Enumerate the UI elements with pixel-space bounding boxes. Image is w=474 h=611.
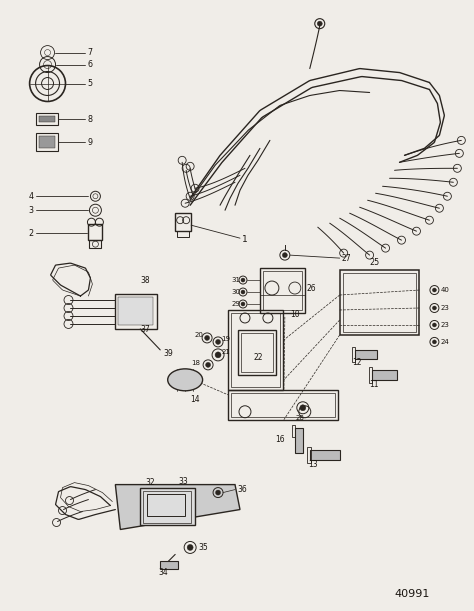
Circle shape — [283, 252, 287, 258]
Bar — [228, 390, 337, 420]
Text: 36: 36 — [237, 485, 247, 494]
Text: 4: 4 — [28, 192, 34, 201]
Text: 6: 6 — [87, 60, 92, 69]
Text: 29: 29 — [231, 301, 240, 307]
Circle shape — [317, 21, 322, 26]
Bar — [90, 240, 101, 248]
Text: 37: 37 — [140, 326, 150, 334]
Text: 34: 34 — [158, 568, 168, 577]
Bar — [260, 268, 305, 313]
Text: 22: 22 — [253, 353, 263, 362]
Text: 11: 11 — [370, 380, 379, 389]
Text: 5: 5 — [87, 79, 92, 88]
Text: 1: 1 — [242, 235, 248, 244]
Circle shape — [187, 544, 193, 551]
Text: 40: 40 — [440, 287, 449, 293]
Bar — [143, 491, 191, 522]
Bar — [263, 271, 302, 310]
Bar — [295, 428, 303, 453]
Bar — [228, 310, 283, 390]
Text: 38: 38 — [140, 276, 150, 285]
Text: 7: 7 — [87, 48, 92, 57]
Text: 24: 24 — [440, 339, 449, 345]
Bar — [310, 450, 340, 459]
Text: 9: 9 — [87, 138, 92, 147]
Text: 3: 3 — [28, 206, 34, 214]
Circle shape — [300, 404, 306, 411]
Bar — [355, 350, 376, 359]
Bar — [177, 231, 189, 237]
Bar — [147, 494, 185, 516]
Text: 12: 12 — [353, 359, 362, 367]
Bar — [343, 273, 417, 332]
Text: 39: 39 — [163, 349, 173, 359]
Bar — [140, 488, 195, 525]
Bar — [372, 370, 397, 380]
Text: 30: 30 — [231, 289, 240, 295]
Circle shape — [216, 490, 220, 495]
Bar — [36, 133, 57, 152]
Text: 23: 23 — [440, 322, 449, 328]
Bar — [115, 294, 157, 329]
Text: 21: 21 — [221, 349, 230, 355]
Bar — [340, 270, 419, 335]
Bar — [175, 213, 191, 231]
Text: 27: 27 — [342, 254, 351, 263]
Polygon shape — [115, 485, 240, 530]
Bar — [238, 330, 276, 375]
Text: 40991: 40991 — [394, 590, 430, 599]
Circle shape — [206, 362, 210, 367]
Circle shape — [241, 302, 245, 306]
Text: 18: 18 — [191, 360, 200, 366]
Bar — [241, 333, 273, 372]
Text: 2: 2 — [28, 229, 34, 238]
Text: 14: 14 — [190, 395, 200, 404]
Text: 8: 8 — [87, 115, 92, 124]
Ellipse shape — [168, 369, 202, 391]
Bar — [231, 313, 280, 387]
Text: 25: 25 — [369, 258, 380, 266]
Text: 28: 28 — [296, 415, 305, 421]
Circle shape — [432, 323, 437, 327]
Text: 13: 13 — [308, 460, 318, 469]
Bar — [307, 447, 311, 463]
Circle shape — [432, 340, 437, 344]
Text: 23: 23 — [440, 305, 449, 311]
Bar — [160, 562, 178, 569]
Bar — [118, 297, 153, 325]
Text: 26: 26 — [307, 284, 317, 293]
Bar — [38, 117, 55, 122]
Bar — [292, 425, 295, 437]
Bar — [38, 136, 55, 148]
Bar — [89, 224, 102, 240]
Circle shape — [241, 278, 245, 282]
Text: 31: 31 — [231, 277, 240, 283]
Bar — [369, 367, 372, 383]
Text: 35: 35 — [198, 543, 208, 552]
Circle shape — [205, 335, 210, 340]
Bar — [231, 393, 335, 417]
Circle shape — [215, 352, 221, 358]
Text: 32: 32 — [145, 478, 155, 487]
Bar — [36, 114, 57, 125]
Circle shape — [432, 306, 437, 310]
Text: 19: 19 — [221, 336, 230, 342]
Bar — [352, 347, 355, 362]
Circle shape — [241, 290, 245, 294]
Circle shape — [216, 340, 220, 345]
Text: 16: 16 — [275, 435, 285, 444]
Circle shape — [432, 288, 437, 292]
Text: 10: 10 — [290, 310, 300, 320]
Text: 20: 20 — [194, 332, 203, 338]
Text: 33: 33 — [178, 477, 188, 486]
